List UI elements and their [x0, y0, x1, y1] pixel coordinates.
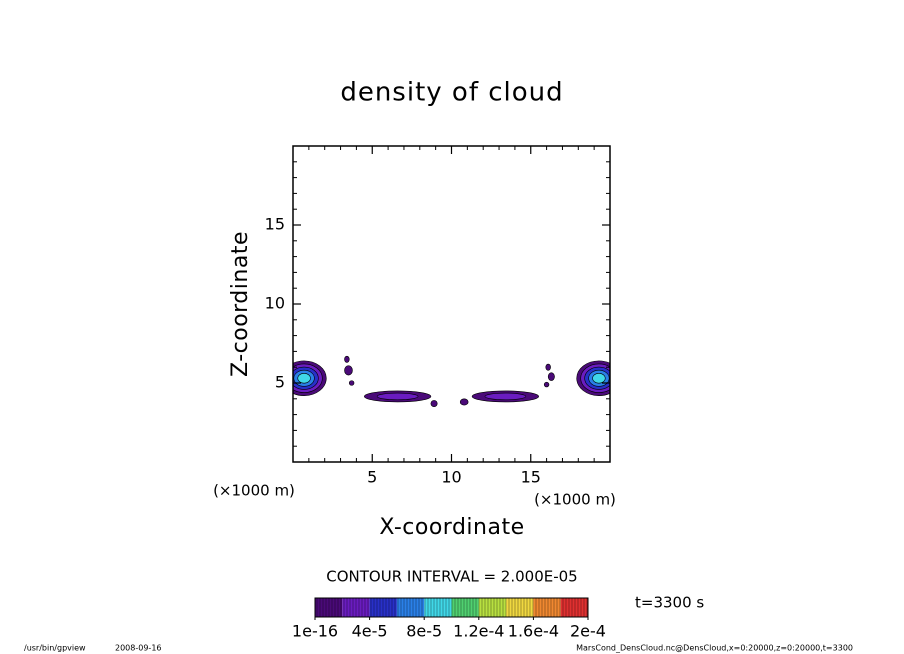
y-tick-label: 15 — [265, 215, 285, 234]
contour-region — [545, 363, 551, 371]
contour-region — [344, 355, 350, 363]
contour-region — [348, 380, 355, 386]
chart-title: density of cloud — [340, 78, 563, 108]
x-axis-label: X-coordinate — [379, 515, 524, 540]
contour-region — [430, 400, 438, 408]
plot-frame — [292, 145, 611, 463]
colorbar-segment — [451, 598, 479, 617]
footer-program: /usr/bin/gpview — [24, 644, 86, 653]
contour-region — [344, 365, 353, 376]
contour-interval: CONTOUR INTERVAL = 2.000E-05 — [326, 568, 577, 586]
contour-region — [547, 372, 555, 381]
contour-region — [297, 372, 311, 384]
colorbar-segment — [315, 598, 343, 617]
y-tick-label: 10 — [265, 294, 285, 313]
x-tick-label: 15 — [521, 468, 541, 487]
colorbar-tick-label: 4e-5 — [352, 622, 388, 641]
footer-source: MarsCond_DensCloud.nc@DensCloud,x=0:2000… — [576, 644, 853, 653]
y-tick-label: 5 — [275, 373, 285, 392]
colorbar-segment — [533, 598, 561, 617]
colorbar-segment — [506, 598, 534, 617]
contour-region — [376, 392, 419, 401]
y-axis-label: Z-coordinate — [228, 231, 253, 377]
contour-field — [293, 355, 610, 408]
colorbar-tick-label: 1.2e-4 — [453, 622, 504, 641]
colorbar-tick-label: 8e-5 — [406, 622, 442, 641]
colorbar-tick-label: 1e-16 — [292, 622, 338, 641]
colorbar-segment — [478, 598, 507, 617]
contour-region — [592, 372, 606, 384]
colorbar-frame — [314, 597, 589, 618]
x-tick-label: 5 — [367, 468, 377, 487]
contour-region — [459, 398, 469, 406]
contour-region — [543, 381, 550, 388]
time-label: t=3300 s — [635, 594, 704, 612]
colorbar-tick-label: 2e-4 — [570, 622, 606, 641]
colorbar-tick-label: 1.6e-4 — [508, 622, 559, 641]
footer-date: 2008-09-16 — [115, 644, 162, 653]
y-axis-unit: (×1000 m) — [213, 482, 295, 500]
x-axis-unit: (×1000 m) — [534, 491, 616, 509]
contour-region — [484, 392, 527, 401]
x-tick-label: 10 — [441, 468, 461, 487]
